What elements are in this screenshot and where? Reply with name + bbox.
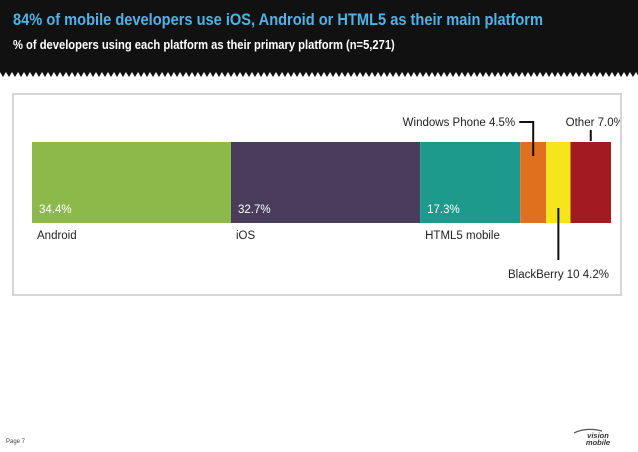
category-label-android: Android — [37, 230, 77, 242]
svg-text:vision: vision — [587, 431, 609, 440]
svg-text:mobile: mobile — [586, 438, 610, 446]
bar-segment-other — [570, 142, 611, 223]
chart-subtitle: % of developers using each platform as t… — [13, 37, 395, 52]
vision-mobile-logo: vision mobile — [573, 428, 610, 446]
category-label-other: Other 7.0% — [566, 117, 620, 129]
category-label-ios: iOS — [236, 230, 256, 242]
header-zigzag-edge — [0, 70, 638, 77]
data-label-ios: 32.7% — [238, 204, 271, 216]
data-label-android: 34.4% — [39, 204, 72, 216]
bar-segment-ios — [230, 142, 421, 223]
chart-frame: 34.4% Android 32.7% iOS 17.3% HTML5 mobile Win… — [12, 93, 622, 296]
page-number: Page 7 — [6, 439, 26, 445]
category-label-windows-phone: Windows Phone 4.5% — [403, 117, 516, 129]
category-label-blackberry-10: BlackBerry 10 4.2% — [508, 269, 609, 281]
leader-line-windows-phone — [519, 121, 535, 156]
stacked-bar-chart: 34.4% Android 32.7% iOS 17.3% HTML5 mobile Win… — [32, 117, 620, 281]
header-bar: 84% of mobile developers use iOS, Androi… — [0, 0, 638, 72]
bar-segment-android — [32, 142, 231, 223]
chart-title: 84% of mobile developers use iOS, Androi… — [13, 10, 543, 29]
bar-segment-html5-mobile — [420, 142, 521, 223]
category-label-html5-mobile: HTML5 mobile — [425, 230, 500, 242]
data-label-html5-mobile: 17.3% — [427, 204, 460, 216]
